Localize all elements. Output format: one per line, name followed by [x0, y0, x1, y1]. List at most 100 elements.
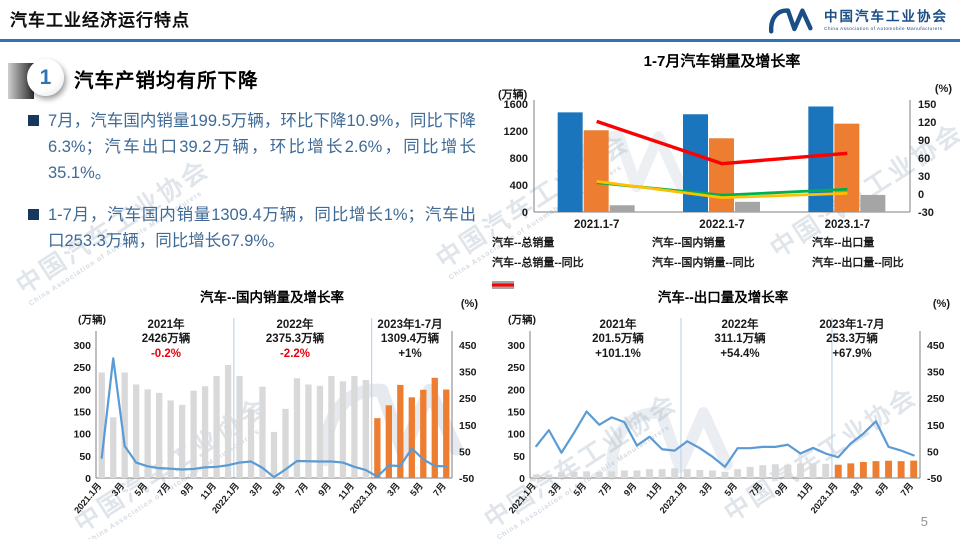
svg-text:200: 200 [507, 384, 525, 396]
svg-text:5月: 5月 [571, 481, 588, 498]
svg-text:3月: 3月 [546, 481, 563, 498]
svg-text:5月: 5月 [873, 481, 890, 498]
svg-text:2022.1月: 2022.1月 [658, 481, 689, 515]
svg-text:7月: 7月 [156, 481, 173, 498]
svg-text:9月: 9月 [622, 481, 639, 498]
svg-text:50: 50 [513, 451, 525, 463]
svg-text:1600: 1600 [504, 99, 528, 111]
left-axis-label: (万辆) [508, 314, 536, 326]
org-logo: 中国汽车工业协会 China Association of Automobile… [766, 5, 948, 37]
svg-text:7月: 7月 [748, 481, 765, 498]
left-axis-label: (万辆) [498, 89, 528, 101]
svg-text:2023.1-7: 2023.1-7 [825, 219, 870, 231]
svg-text:11月: 11月 [795, 481, 815, 502]
svg-text:2021.1月: 2021.1月 [72, 481, 103, 515]
svg-text:3月: 3月 [247, 481, 264, 498]
svg-text:150: 150 [507, 407, 525, 419]
total-sales-plot: 0 400 800 1200 1600 -30 0 30 60 90 120 150 2021.1-7 2… [504, 99, 937, 231]
chart-total-sales: 1-7月汽车销量及增长率 (万辆) (%) 0 400 800 1200 1600 -30… [486, 50, 958, 289]
svg-text:7月: 7月 [597, 481, 614, 498]
svg-text:1200: 1200 [504, 126, 528, 138]
svg-text:7月: 7月 [293, 481, 310, 498]
svg-text:9月: 9月 [316, 481, 333, 498]
svg-text:50: 50 [79, 451, 91, 463]
bullet-marker-icon [28, 115, 39, 126]
section-number-badge: 1 [27, 59, 64, 96]
svg-text:2023.1月: 2023.1月 [809, 481, 840, 515]
bullet-text: 7月，汽车国内销量199.5万辆，环比下降10.9%，同比下降6.3%；汽车出口… [48, 112, 476, 183]
svg-text:-50: -50 [459, 473, 474, 485]
svg-text:150: 150 [459, 420, 477, 432]
chart-title: 汽车--出口量及增长率 [657, 290, 789, 305]
svg-text:0: 0 [85, 473, 91, 485]
chart-domestic-monthly: 汽车--国内销量及增长率 (万辆) (%) 0 50 100 150 200 250 300… [60, 286, 484, 539]
svg-text:250: 250 [73, 362, 91, 374]
org-name: 中国汽车工业协会 [824, 8, 948, 24]
svg-text:90: 90 [918, 135, 930, 147]
chart-title: 1-7月汽车销量及增长率 [643, 53, 801, 70]
legend-item: 汽车--国内销量--同比 [492, 254, 812, 287]
svg-text:250: 250 [507, 362, 525, 374]
svg-text:120: 120 [918, 117, 936, 129]
legend-item: 汽车--出口量--同比 [492, 254, 952, 287]
svg-text:2021.1月: 2021.1月 [507, 481, 538, 515]
bullet-text: 1-7月，汽车国内销量1309.4万辆，同比增长1%；汽车出口253.3万辆，同… [48, 206, 476, 251]
svg-text:450: 450 [459, 340, 477, 352]
svg-text:-50: -50 [927, 473, 942, 485]
bullet-list: 7月，汽车国内销量199.5万辆，环比下降10.9%，同比下降6.3%；汽车出口… [28, 108, 476, 270]
bullet-marker-icon [28, 209, 39, 221]
left-axis-label: (万辆) [78, 314, 106, 326]
bullet-item: 7月，汽车国内销量199.5万辆，环比下降10.9%，同比下降6.3%；汽车出口… [28, 108, 476, 186]
org-name-en: China Association of Automobile Manufact… [824, 26, 943, 32]
svg-text:0: 0 [918, 189, 924, 201]
chart-legend: 汽车--总销量 汽车--国内销量 汽车--出口量 汽车--总销量--同比 汽车--国内销… [492, 234, 958, 289]
svg-text:3月: 3月 [385, 481, 402, 498]
svg-text:300: 300 [73, 340, 91, 352]
legend-item: 汽车--出口量 [492, 234, 952, 289]
svg-text:350: 350 [927, 367, 945, 379]
svg-text:9月: 9月 [773, 481, 790, 498]
svg-text:5月: 5月 [722, 481, 739, 498]
legend-item: 汽车--国内销量 [492, 234, 812, 289]
svg-text:100: 100 [507, 429, 525, 441]
svg-text:400: 400 [510, 180, 528, 192]
svg-text:5月: 5月 [133, 481, 150, 498]
svg-text:200: 200 [73, 384, 91, 396]
svg-text:150: 150 [73, 407, 91, 419]
legend-label: 汽车--总销量 [492, 237, 555, 249]
right-axis-label: (%) [932, 298, 950, 310]
svg-text:150: 150 [918, 99, 936, 111]
chart-export-monthly: 汽车--出口量及增长率 (万辆) (%) 0 50 100 150 200 250 300 -… [490, 286, 956, 539]
svg-text:350: 350 [459, 367, 477, 379]
svg-text:11月: 11月 [336, 481, 356, 502]
legend-label: 汽车--总销量--同比 [492, 257, 584, 269]
svg-text:0: 0 [519, 473, 525, 485]
svg-text:250: 250 [459, 393, 477, 405]
section-heading: 汽车产销均有所下降 [74, 70, 259, 92]
legend-label: 汽车--出口量--同比 [812, 257, 904, 269]
svg-text:30: 30 [918, 171, 930, 183]
domestic-monthly-plot: 0 50 100 150 200 250 300 -50 50 150 250 350 450 2021.… [72, 318, 477, 515]
legend-line-swatch-icon [492, 283, 514, 287]
section-number: 1 [39, 65, 52, 89]
svg-text:5月: 5月 [408, 481, 425, 498]
header-divider [0, 39, 960, 42]
svg-text:7月: 7月 [431, 481, 448, 498]
export-monthly-plot: 0 50 100 150 200 250 300 -50 50 150 250 350 450 2021.… [507, 318, 945, 515]
annotation-2021: 2021年 2426万辆 -0.2% [141, 319, 191, 360]
svg-text:50: 50 [459, 446, 471, 458]
annotation-2022: 2022年 2375.3万辆 -2.2% [265, 319, 325, 360]
svg-text:9月: 9月 [178, 481, 195, 498]
annotation-2023: 2023年1-7月 253.3万辆 +67.9% [819, 319, 885, 360]
legend-label: 汽车--国内销量--同比 [652, 257, 755, 269]
svg-text:3月: 3月 [110, 481, 127, 498]
bullet-item: 1-7月，汽车国内销量1309.4万辆，同比增长1%；汽车出口253.3万辆，同… [28, 202, 476, 254]
svg-text:11月: 11月 [644, 481, 664, 502]
svg-text:3月: 3月 [848, 481, 865, 498]
legend-item: 汽车--总销量 [492, 234, 652, 289]
svg-text:250: 250 [927, 393, 945, 405]
legend-item: 汽车--总销量--同比 [492, 254, 652, 287]
annotation-2022: 2022年 311.1万辆 +54.4% [714, 319, 766, 360]
svg-text:-30: -30 [918, 207, 934, 219]
chart-title: 汽车--国内销量及增长率 [200, 290, 344, 305]
